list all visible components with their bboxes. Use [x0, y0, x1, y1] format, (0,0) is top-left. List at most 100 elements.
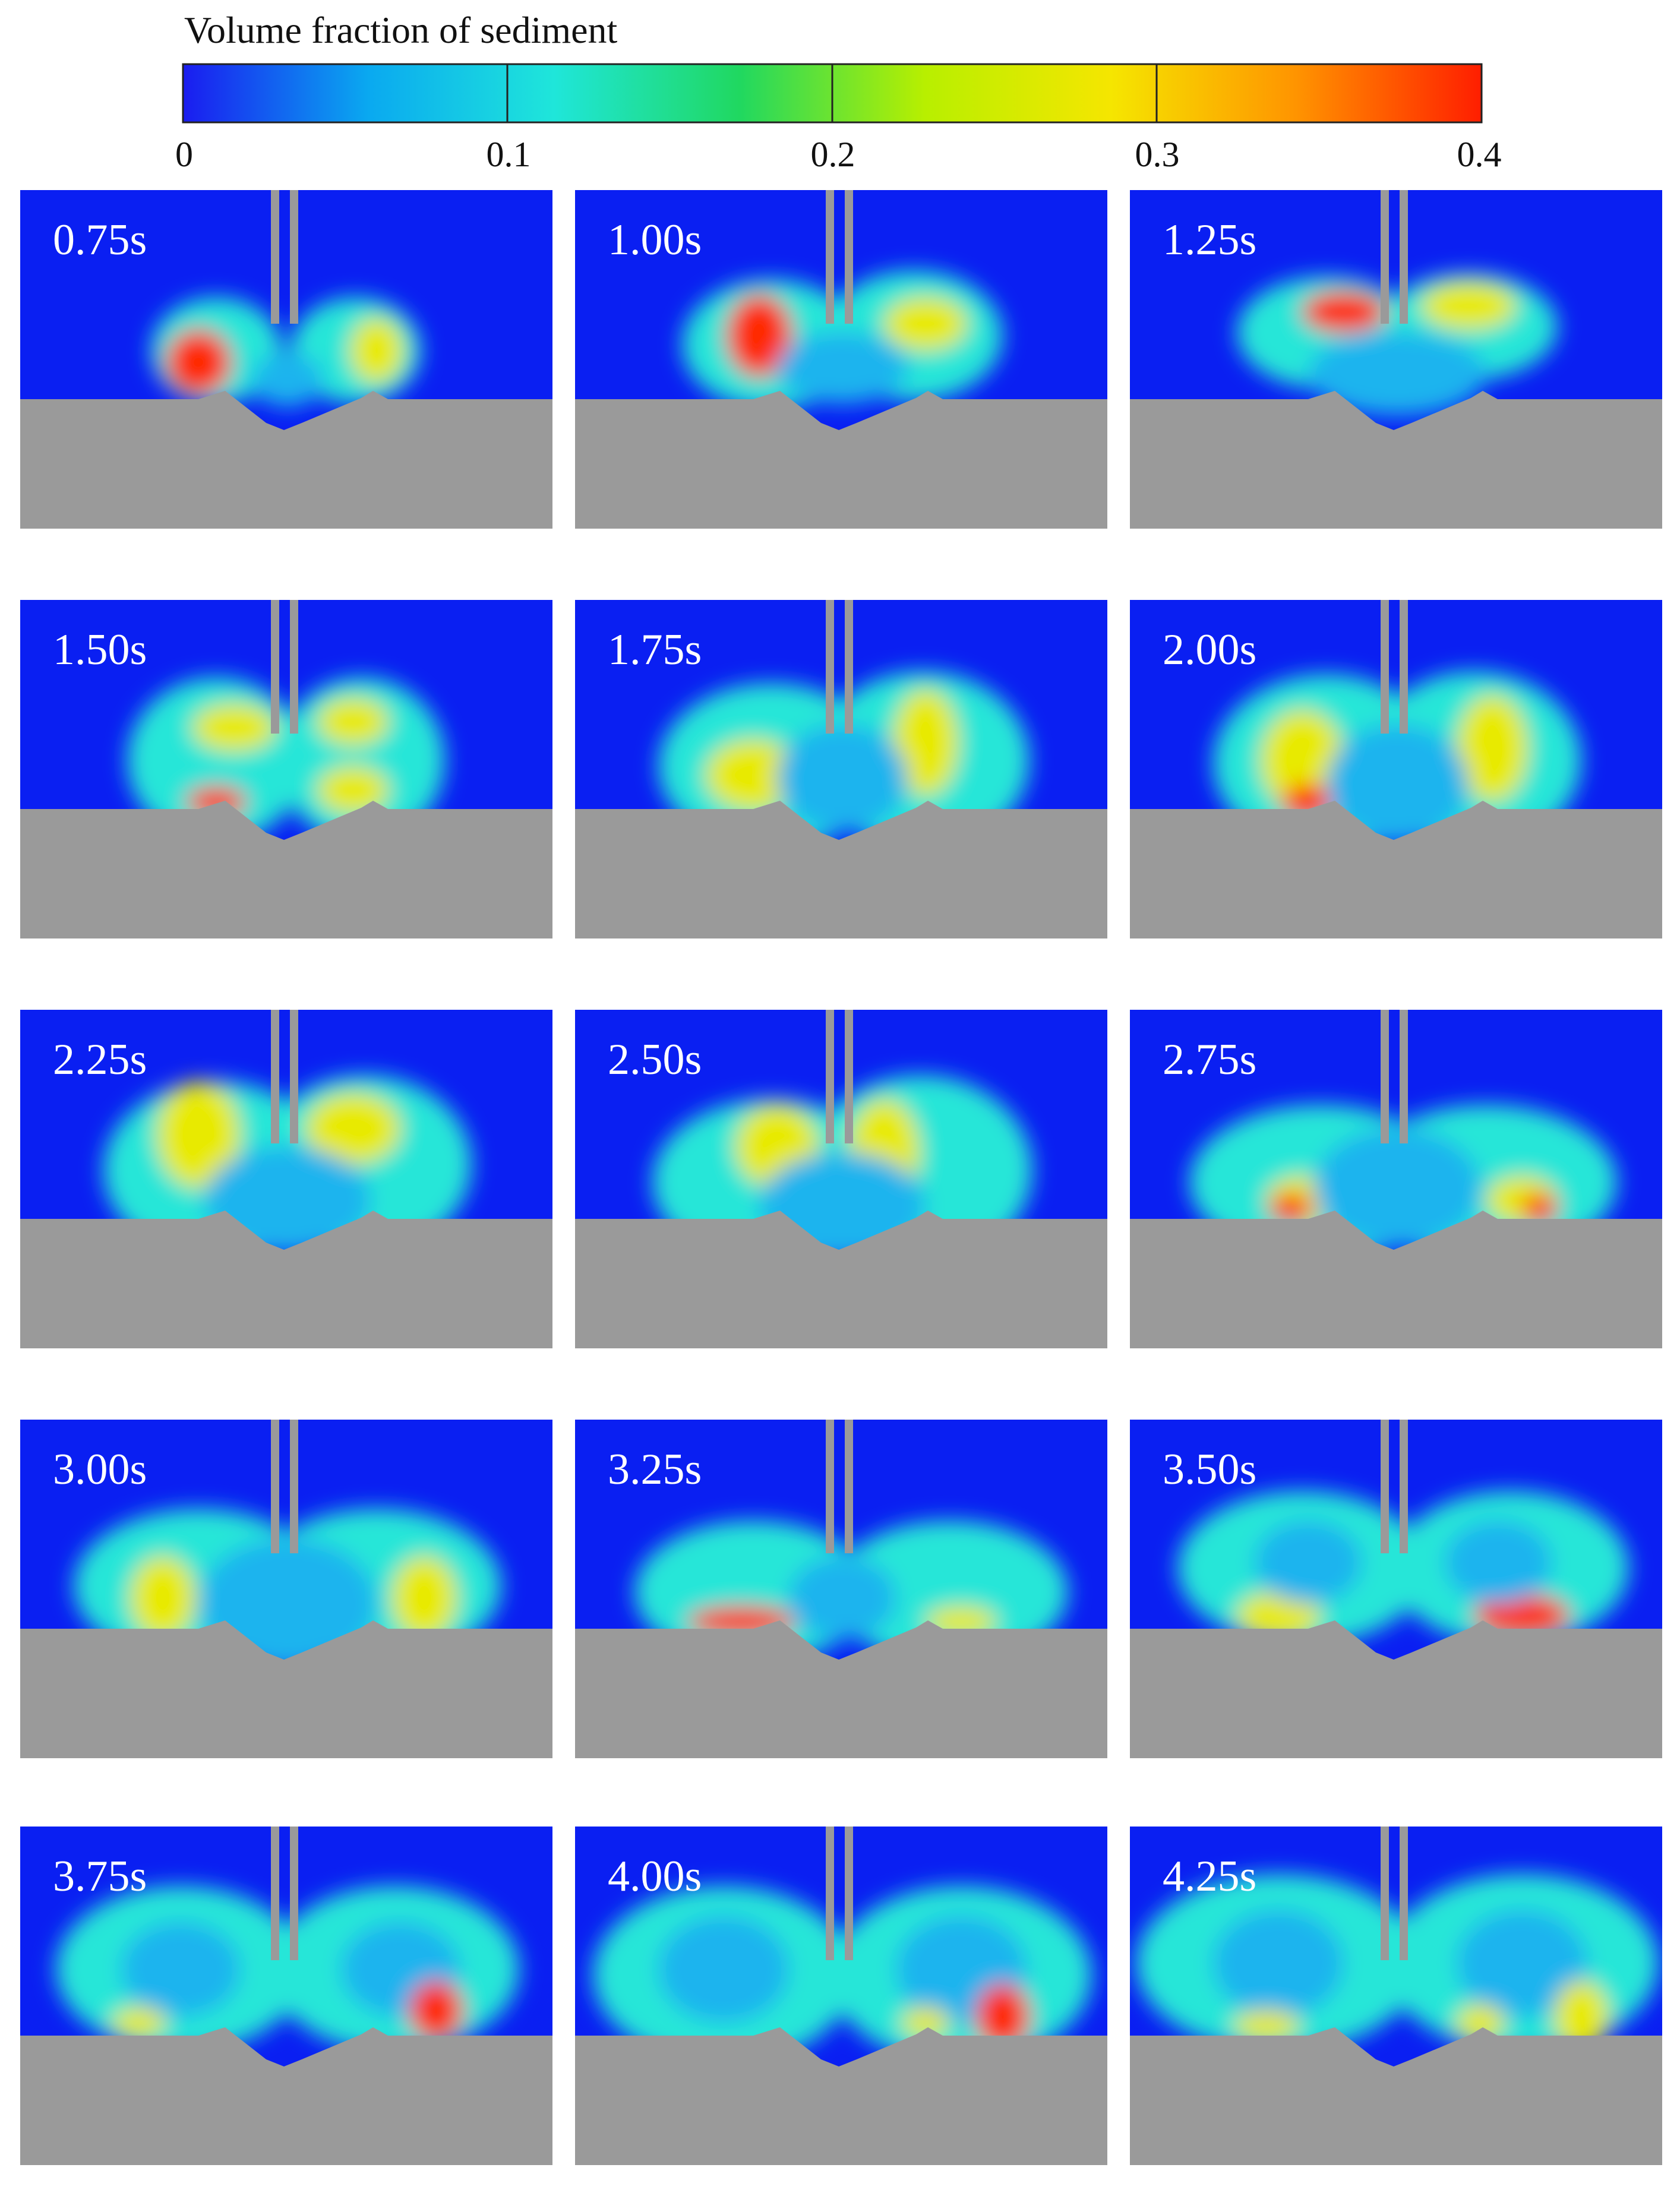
- jet-pipe-wall: [1400, 600, 1408, 734]
- simulation-panel: 1.25s: [1130, 190, 1662, 529]
- sediment-cloud: [658, 1916, 789, 2023]
- jet-pipe-wall: [1400, 1827, 1408, 1960]
- sediment-cloud: [727, 294, 792, 377]
- panel-figure: [20, 1420, 552, 1758]
- sediment-cloud: [121, 1922, 240, 2017]
- simulation-panel: 0.75s: [20, 190, 552, 529]
- time-label: 3.25s: [608, 1445, 702, 1494]
- sediment-cloud: [1457, 1910, 1587, 2017]
- time-label: 2.25s: [53, 1035, 147, 1084]
- sediment-cloud: [157, 1081, 240, 1188]
- time-label: 3.50s: [1163, 1445, 1257, 1494]
- panel-figure: [20, 1827, 552, 2165]
- sediment-cloud: [112, 2008, 166, 2037]
- time-label: 1.00s: [608, 216, 702, 264]
- simulation-panel: 2.75s: [1130, 1010, 1662, 1348]
- sediment-bed: [575, 391, 1107, 529]
- jet-pipe-wall: [845, 600, 853, 734]
- colorbar-title: Volume fraction of sediment: [184, 9, 618, 51]
- sediment-cloud: [1326, 725, 1469, 843]
- jet-pipe-wall: [845, 1420, 853, 1553]
- sediment-plume: [682, 270, 1003, 410]
- jet-pipe-wall: [1381, 1010, 1389, 1143]
- sediment-cloud: [902, 2008, 949, 2037]
- colorbar-tick-label: 0: [175, 135, 193, 174]
- time-label: 2.00s: [1163, 625, 1257, 674]
- simulation-panel: 3.50s: [1130, 1420, 1662, 1758]
- jet-pipe-wall: [271, 1827, 279, 1960]
- jet-pipe-wall: [826, 190, 834, 324]
- panel-figure: [1130, 1827, 1662, 2165]
- jet-pipe-wall: [845, 1010, 853, 1143]
- jet-pipe-wall: [290, 1827, 298, 1960]
- sediment-cloud: [884, 297, 967, 350]
- jet-pipe-wall: [826, 1010, 834, 1143]
- panel-figure: [1130, 1010, 1662, 1348]
- sediment-cloud: [1261, 710, 1344, 811]
- sediment-cloud: [789, 1556, 896, 1639]
- sediment-cloud: [1421, 282, 1516, 330]
- sediment-bed: [1130, 1620, 1662, 1758]
- panel-figure: [20, 190, 552, 529]
- simulation-panel: 2.50s: [575, 1010, 1107, 1348]
- sediment-bed: [1130, 801, 1662, 938]
- sediment-bed: [20, 801, 552, 938]
- simulation-panel: 1.75s: [575, 600, 1107, 938]
- jet-pipe-wall: [826, 600, 834, 734]
- panel-figure: [20, 600, 552, 938]
- simulation-panel: 2.25s: [20, 1010, 552, 1348]
- time-label: 2.50s: [608, 1035, 702, 1084]
- sediment-plume: [56, 1886, 519, 2052]
- sediment-cloud: [777, 333, 908, 404]
- sediment-cloud: [166, 330, 231, 395]
- sediment-cloud: [976, 1984, 1030, 2049]
- simulation-panel: 3.75s: [20, 1827, 552, 2165]
- jet-pipe-wall: [845, 190, 853, 324]
- panel-figure: [575, 1827, 1107, 2165]
- jet-pipe-wall: [1400, 1420, 1408, 1553]
- sediment-plume: [151, 297, 421, 407]
- panel-figure: [575, 190, 1107, 529]
- jet-pipe-wall: [271, 1010, 279, 1143]
- panel-figure: [575, 1420, 1107, 1758]
- sediment-cloud: [1302, 291, 1385, 333]
- panel-figure: [575, 1010, 1107, 1348]
- time-label: 1.50s: [53, 625, 147, 674]
- colorbar-tick-label: 0.2: [810, 135, 855, 174]
- sediment-cloud: [252, 353, 323, 407]
- sediment-bed: [20, 391, 552, 529]
- panel-figure: [575, 600, 1107, 938]
- time-label: 4.25s: [1163, 1852, 1257, 1901]
- sediment-cloud: [204, 1146, 371, 1253]
- sediment-cloud: [1270, 1194, 1311, 1224]
- sediment-cloud: [409, 1981, 463, 2040]
- sediment-plume: [1237, 273, 1558, 416]
- jet-pipe-wall: [826, 1420, 834, 1553]
- sediment-cloud: [317, 766, 389, 814]
- simulation-panel: 2.00s: [1130, 600, 1662, 938]
- jet-pipe-wall: [290, 1010, 298, 1143]
- colorbar-tick-label: 0.3: [1135, 135, 1180, 174]
- time-label: 4.00s: [608, 1852, 702, 1901]
- sediment-cloud: [1474, 1595, 1570, 1636]
- sediment-bed: [20, 2027, 552, 2165]
- sediment-plume: [658, 671, 1030, 849]
- sediment-cloud: [1308, 333, 1486, 416]
- sediment-cloud: [391, 1556, 457, 1639]
- sediment-bed: [1130, 391, 1662, 529]
- sediment-plume: [127, 677, 445, 843]
- sediment-plume: [593, 1886, 1092, 2064]
- jet-pipe-wall: [1400, 1010, 1408, 1143]
- sediment-cloud: [305, 1093, 400, 1164]
- colorbar-tick-label: 0.4: [1457, 135, 1502, 174]
- sediment-cloud: [1237, 1592, 1320, 1639]
- jet-pipe-wall: [271, 190, 279, 324]
- sediment-cloud: [1522, 1194, 1558, 1224]
- sediment-bed: [575, 2027, 1107, 2165]
- simulation-panel: 3.00s: [20, 1420, 552, 1758]
- sediment-bed: [1130, 2027, 1662, 2165]
- sediment-cloud: [1445, 1521, 1552, 1604]
- sediment-cloud: [1555, 1981, 1608, 2052]
- sediment-bed: [575, 1620, 1107, 1758]
- jet-pipe-wall: [1381, 190, 1389, 324]
